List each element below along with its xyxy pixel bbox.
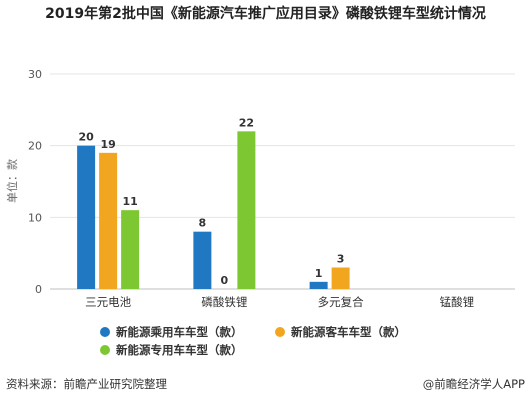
y-tick-label: 0 bbox=[35, 283, 42, 296]
data-label: 3 bbox=[337, 253, 345, 266]
data-labels: 20 19 11 8 0 22 1 3 bbox=[78, 116, 344, 287]
x-axis-categories: 三元电池 磷酸铁锂 多元复合 锰酸锂 bbox=[85, 295, 474, 309]
legend-marker bbox=[275, 327, 285, 337]
source-note: 资料来源：前瞻产业研究院整理 bbox=[6, 377, 167, 391]
x-category-label: 多元复合 bbox=[318, 295, 364, 309]
data-label: 20 bbox=[78, 131, 94, 144]
bar bbox=[237, 131, 256, 289]
grid-lines bbox=[50, 73, 515, 290]
data-label: 22 bbox=[239, 116, 254, 129]
data-label: 1 bbox=[315, 267, 323, 280]
legend: 新能源乘用车车型（款） 新能源客车车型（款） 新能源专用车车型（款） bbox=[100, 325, 406, 357]
legend-marker bbox=[100, 345, 110, 355]
bar bbox=[77, 145, 96, 289]
y-axis-label: 单位：款 bbox=[5, 159, 19, 203]
y-tick-label: 20 bbox=[28, 140, 42, 153]
x-category-label: 磷酸铁锂 bbox=[201, 295, 247, 309]
y-axis-ticks: 0 10 20 30 bbox=[28, 68, 42, 296]
data-label: 19 bbox=[100, 138, 115, 151]
brand-note: @前瞻经济学人APP bbox=[422, 377, 525, 391]
chart-title: 2019年第2批中国《新能源汽车推广应用目录》磷酸铁锂车型统计情况 bbox=[45, 6, 486, 22]
bars bbox=[77, 131, 350, 289]
legend-label: 新能源专用车车型（款） bbox=[116, 343, 243, 357]
x-category-label: 三元电池 bbox=[85, 295, 131, 309]
bar bbox=[121, 210, 140, 289]
y-tick-label: 30 bbox=[28, 68, 42, 81]
bar bbox=[193, 231, 212, 289]
legend-label: 新能源客车车型（款） bbox=[291, 325, 406, 339]
data-label: 11 bbox=[122, 195, 137, 208]
data-label: 0 bbox=[221, 274, 229, 287]
y-tick-label: 10 bbox=[28, 211, 42, 224]
data-label: 8 bbox=[199, 217, 207, 230]
bar bbox=[331, 267, 350, 289]
legend-label: 新能源乘用车车型（款） bbox=[116, 325, 243, 339]
legend-marker bbox=[100, 327, 110, 337]
bar bbox=[99, 152, 118, 289]
x-category-label: 锰酸锂 bbox=[440, 295, 475, 309]
bar bbox=[309, 281, 328, 289]
